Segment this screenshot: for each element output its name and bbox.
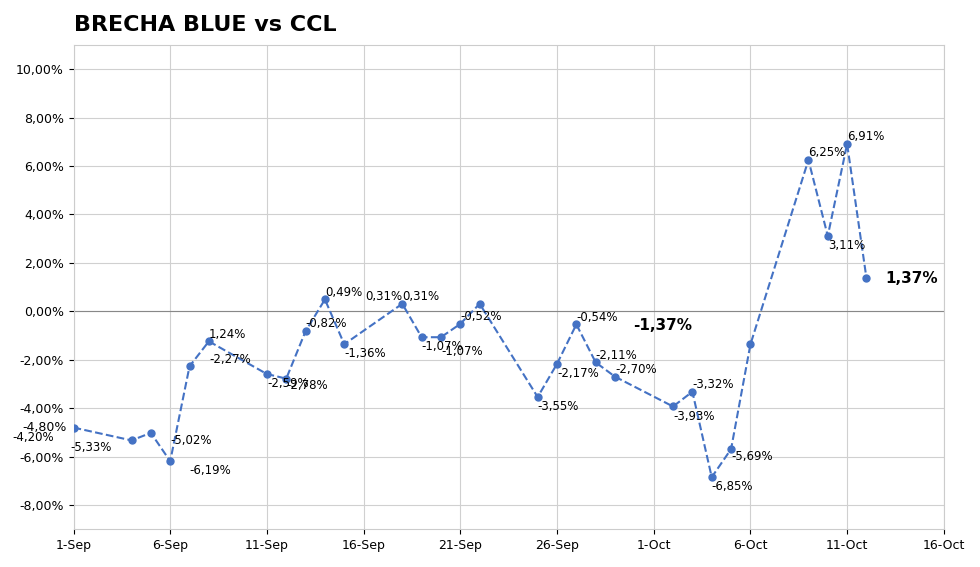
Text: 6,25%: 6,25% [808,146,846,159]
Text: -1,37%: -1,37% [633,318,693,333]
Text: -2,27%: -2,27% [209,353,251,366]
Text: -6,85%: -6,85% [711,480,754,493]
Text: -2,78%: -2,78% [286,379,328,392]
Text: 0,31%: 0,31% [402,290,439,303]
Text: 1,24%: 1,24% [209,328,246,341]
Text: BRECHA BLUE vs CCL: BRECHA BLUE vs CCL [74,15,336,35]
Text: -0,82%: -0,82% [306,318,347,331]
Text: -0,54%: -0,54% [576,311,617,324]
Text: -3,55%: -3,55% [538,400,579,413]
Text: -5,02%: -5,02% [171,434,212,447]
Text: -2,11%: -2,11% [596,349,637,362]
Text: 1,37%: 1,37% [886,270,939,286]
Text: 6,91%: 6,91% [847,130,885,143]
Text: -5,69%: -5,69% [731,450,772,463]
Text: -1,07%: -1,07% [421,340,464,353]
Text: -1,07%: -1,07% [441,345,482,358]
Text: -4,80%: -4,80% [23,421,67,434]
Text: -0,52%: -0,52% [461,310,502,323]
Text: 3,11%: 3,11% [828,239,865,252]
Text: 0,49%: 0,49% [325,286,363,299]
Text: -3,32%: -3,32% [693,378,734,391]
Text: -2,17%: -2,17% [557,367,599,380]
Text: -2,70%: -2,70% [615,363,657,376]
Text: -3,93%: -3,93% [673,410,714,422]
Text: -1,36%: -1,36% [344,348,386,361]
Text: -4,20%: -4,20% [13,431,54,444]
Text: 0,31%: 0,31% [366,290,402,303]
Text: -2,59%: -2,59% [267,377,309,390]
Text: -6,19%: -6,19% [189,464,231,477]
Text: -5,33%: -5,33% [71,441,112,454]
